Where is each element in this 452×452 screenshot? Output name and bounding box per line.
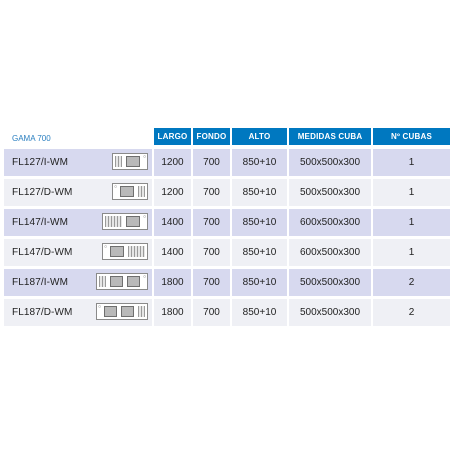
tap-hole-icon: ○ <box>103 244 108 250</box>
fondo-cell: 700 <box>193 209 230 236</box>
sink-bowl-icon <box>127 276 140 287</box>
sink-bowl-icon <box>110 246 124 257</box>
sink-thumbnail-icon: ○ <box>112 183 148 200</box>
fondo-cell: 700 <box>193 269 230 296</box>
model-name: FL147/D-WM <box>12 247 73 258</box>
largo-cell: 1800 <box>154 299 191 326</box>
medidas-cell: 500x500x300 <box>289 179 371 206</box>
col-alto-header: ALTO <box>232 128 287 145</box>
sink-bowl-icon <box>121 306 134 317</box>
fondo-cell: 700 <box>193 179 230 206</box>
alto-cell: 850+10 <box>232 149 287 176</box>
medidas-cell: 600x500x300 <box>289 209 371 236</box>
medidas-cell: 500x500x300 <box>289 269 371 296</box>
model-cell: FL127/I-WM ○ <box>4 149 152 176</box>
model-cell: FL187/I-WM ○ <box>4 269 152 296</box>
tap-hole-icon: ○ <box>142 274 147 280</box>
model-name: FL127/D-WM <box>12 187 73 198</box>
sink-thumbnail-icon: ○ <box>102 213 148 230</box>
model-cell: FL127/D-WM ○ <box>4 179 152 206</box>
tap-hole-icon: ○ <box>113 184 118 190</box>
alto-cell: 850+10 <box>232 299 287 326</box>
col-largo-header: LARGO <box>154 128 191 145</box>
sink-bowl-icon <box>126 216 140 227</box>
table-row: FL187/I-WM ○ 1800 700 850+10 500x500x300 2 <box>4 269 450 296</box>
product-table: GAMA 700 LARGO FONDO ALTO MEDIDAS CUBA N… <box>4 128 450 329</box>
tap-hole-icon: ○ <box>142 154 147 160</box>
table-body: FL127/I-WM ○ 1200 700 850+10 500x500x300 1 FL12… <box>4 149 450 326</box>
fondo-cell: 700 <box>193 299 230 326</box>
table-header: GAMA 700 LARGO FONDO ALTO MEDIDAS CUBA N… <box>4 128 450 149</box>
model-name: FL147/I-WM <box>12 217 69 228</box>
alto-cell: 850+10 <box>232 239 287 266</box>
cubas-cell: 2 <box>373 299 450 326</box>
drainer-icon <box>115 156 122 167</box>
table-row: FL147/D-WM ○ 1400 700 850+10 600x500x300 1 <box>4 239 450 266</box>
table-row: FL187/D-WM ○ 1800 700 850+10 500x500x300 2 <box>4 299 450 326</box>
cubas-cell: 1 <box>373 239 450 266</box>
model-cell: FL187/D-WM ○ <box>4 299 152 326</box>
tap-hole-icon: ○ <box>142 214 147 220</box>
largo-cell: 1800 <box>154 269 191 296</box>
sink-thumbnail-icon: ○ <box>96 303 148 320</box>
range-label: GAMA 700 <box>12 134 51 143</box>
sink-thumbnail-icon: ○ <box>112 153 148 170</box>
drainer-icon <box>99 276 106 287</box>
drainer-icon <box>138 186 145 197</box>
fondo-cell: 700 <box>193 239 230 266</box>
model-cell: FL147/I-WM ○ <box>4 209 152 236</box>
cubas-cell: 1 <box>373 209 450 236</box>
cubas-cell: 2 <box>373 269 450 296</box>
alto-cell: 850+10 <box>232 269 287 296</box>
medidas-cell: 600x500x300 <box>289 239 371 266</box>
alto-cell: 850+10 <box>232 209 287 236</box>
tap-hole-icon: ○ <box>97 304 102 310</box>
col-medidas-header: MEDIDAS CUBA <box>289 128 371 145</box>
drainer-icon <box>128 246 145 257</box>
medidas-cell: 500x500x300 <box>289 299 371 326</box>
sink-bowl-icon <box>104 306 117 317</box>
alto-cell: 850+10 <box>232 179 287 206</box>
largo-cell: 1400 <box>154 209 191 236</box>
sink-thumbnail-icon: ○ <box>96 273 148 290</box>
model-name: FL187/D-WM <box>12 307 73 318</box>
fondo-cell: 700 <box>193 149 230 176</box>
model-name: FL187/I-WM <box>12 277 69 288</box>
cubas-cell: 1 <box>373 179 450 206</box>
table-row: FL127/D-WM ○ 1200 700 850+10 500x500x300 1 <box>4 179 450 206</box>
drainer-icon <box>105 216 122 227</box>
largo-cell: 1200 <box>154 149 191 176</box>
sink-bowl-icon <box>126 156 140 167</box>
largo-cell: 1400 <box>154 239 191 266</box>
sink-thumbnail-icon: ○ <box>102 243 148 260</box>
largo-cell: 1200 <box>154 179 191 206</box>
model-cell: FL147/D-WM ○ <box>4 239 152 266</box>
drainer-icon <box>138 306 145 317</box>
sink-bowl-icon <box>120 186 134 197</box>
model-name: FL127/I-WM <box>12 157 69 168</box>
col-cubas-header: Nº CUBAS <box>373 128 450 145</box>
col-fondo-header: FONDO <box>193 128 230 145</box>
medidas-cell: 500x500x300 <box>289 149 371 176</box>
table-row: FL127/I-WM ○ 1200 700 850+10 500x500x300 1 <box>4 149 450 176</box>
sink-bowl-icon <box>110 276 123 287</box>
cubas-cell: 1 <box>373 149 450 176</box>
table-row: FL147/I-WM ○ 1400 700 850+10 600x500x300 1 <box>4 209 450 236</box>
